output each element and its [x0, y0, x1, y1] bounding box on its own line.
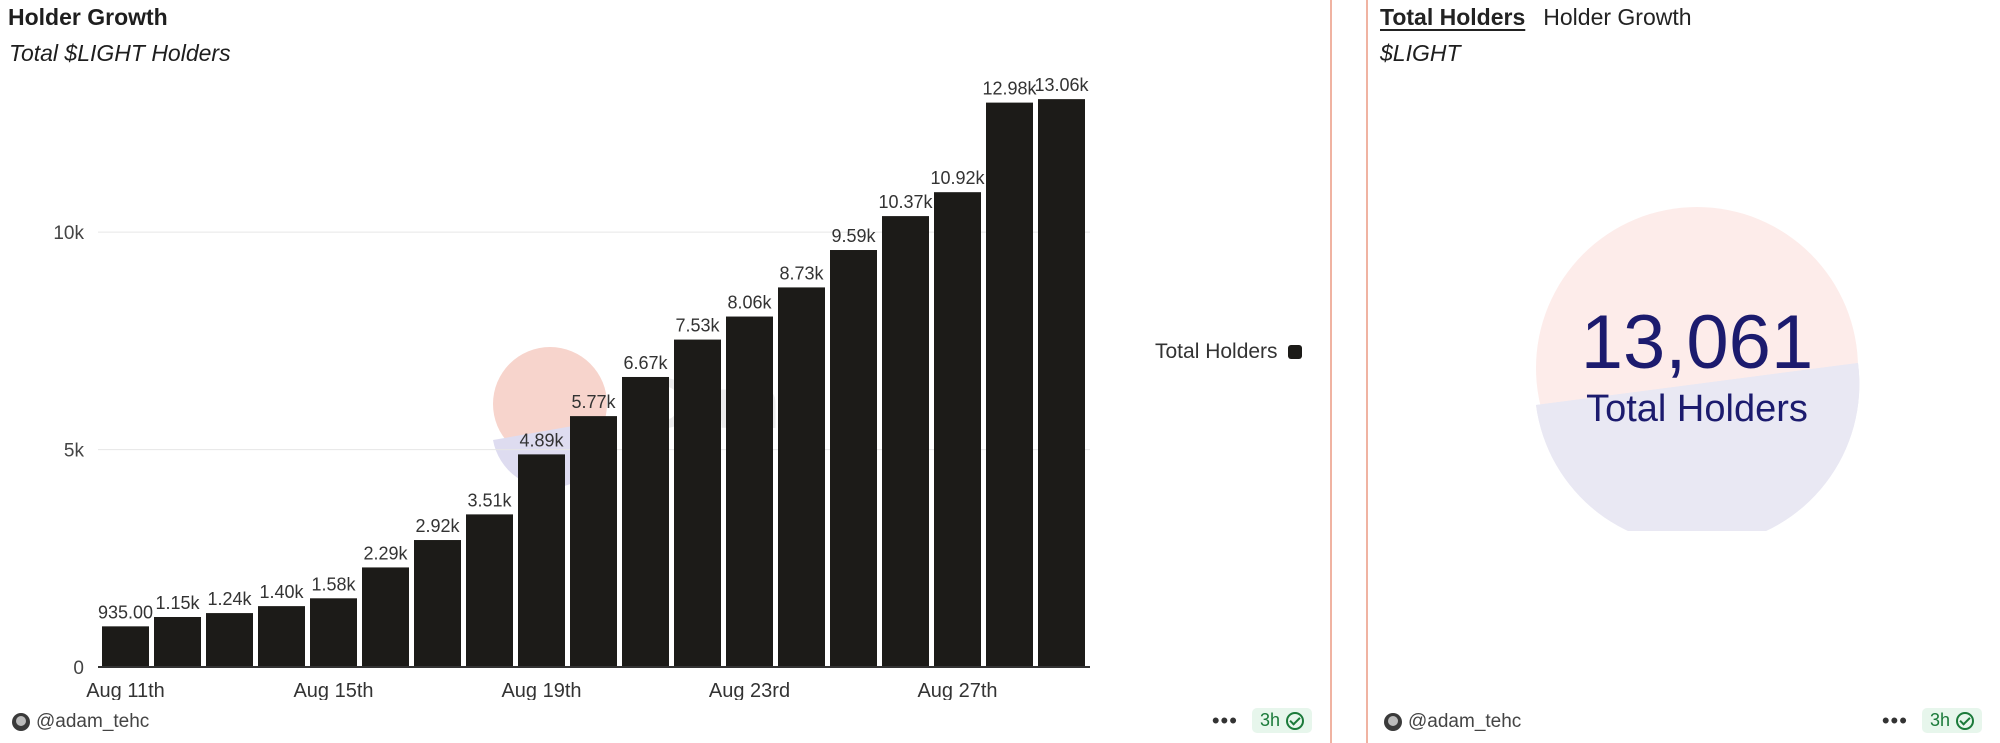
counter-background-circle — [1536, 207, 1860, 531]
x-tick-label: Aug 23rd — [709, 680, 790, 700]
chart-subtitle: Total $LIGHT Holders — [9, 40, 231, 66]
bar — [934, 192, 981, 667]
bar-value-label: 1.58k — [311, 574, 356, 594]
bar — [102, 626, 149, 667]
bar-chart: Dune05k10k935.001.15k1.24k1.40k1.58k2.29… — [53, 75, 1090, 700]
bar — [518, 454, 565, 667]
bar — [622, 376, 669, 667]
tab-total-holders[interactable]: Total Holders — [1380, 4, 1526, 30]
bar-value-label: 10.92k — [930, 168, 985, 188]
bar — [778, 287, 825, 667]
bar — [986, 102, 1033, 668]
bar — [466, 514, 513, 667]
legend-label: Total Holders — [1155, 340, 1278, 363]
bar-value-label: 3.51k — [467, 490, 512, 510]
author-name: @adam_tehc — [1408, 711, 1522, 732]
counter-value: 13,061 — [1580, 300, 1814, 385]
bar — [726, 316, 773, 667]
counter-widget: 13,061 Total Holders — [1534, 205, 1860, 531]
more-dots-icon[interactable]: ••• — [1211, 707, 1238, 733]
author-link[interactable]: @adam_tehc — [1384, 711, 1521, 733]
bar-value-label: 2.29k — [363, 543, 408, 563]
refresh-badge[interactable]: 3h — [1251, 708, 1312, 733]
panel-footer-actions: ••• 3h — [1882, 708, 1982, 733]
x-tick-label: Aug 19th — [501, 680, 581, 700]
y-tick-label: 0 — [73, 658, 84, 679]
bar-value-label: 12.98k — [982, 79, 1037, 99]
counter-label: Total Holders — [1586, 388, 1808, 430]
avatar-icon — [1384, 713, 1402, 731]
bar-value-label: 1.15k — [155, 593, 200, 613]
more-dots-icon[interactable]: ••• — [1881, 707, 1908, 733]
chart-legend[interactable]: Total Holders — [1155, 340, 1302, 364]
bar — [258, 606, 305, 667]
bar — [570, 416, 617, 667]
x-tick-label: Aug 27th — [917, 680, 997, 700]
bar-value-label: 1.24k — [207, 589, 252, 609]
legend-swatch-icon — [1287, 345, 1302, 359]
bar-value-label: 13.06k — [1034, 75, 1089, 95]
y-tick-label: 10k — [53, 223, 84, 244]
chart-title: Holder Growth — [8, 4, 168, 30]
bar — [206, 613, 253, 667]
check-circle-icon — [1956, 711, 1974, 730]
bar-value-label: 5.77k — [571, 392, 616, 412]
refresh-age: 3h — [1929, 710, 1950, 730]
bar — [674, 339, 721, 667]
bar-value-label: 1.40k — [259, 582, 304, 602]
bar-value-label: 4.89k — [519, 430, 564, 450]
avatar-icon — [12, 713, 30, 731]
x-tick-label: Aug 15th — [293, 680, 373, 700]
author-name: @adam_tehc — [36, 711, 150, 732]
bar — [310, 598, 357, 667]
bar-value-label: 935.00 — [98, 602, 153, 622]
x-tick-label: Aug 11th — [86, 680, 165, 700]
bar — [1038, 99, 1085, 668]
author-link[interactable]: @adam_tehc — [12, 711, 149, 733]
bar — [830, 250, 877, 668]
tab-bar: Total Holders Holder Growth — [1380, 4, 1692, 31]
y-tick-label: 5k — [64, 441, 85, 462]
bar — [882, 216, 929, 667]
bar-value-label: 9.59k — [831, 226, 876, 246]
bar-value-label: 6.67k — [623, 353, 668, 373]
panel-footer-actions: ••• 3h — [1212, 708, 1312, 733]
holder-growth-panel: Holder Growth Total $LIGHT Holders Dune0… — [0, 0, 1330, 743]
counter-subtitle: $LIGHT — [1380, 40, 1461, 66]
panel-divider — [1330, 0, 1332, 743]
refresh-age: 3h — [1259, 710, 1280, 730]
bar — [154, 616, 201, 667]
bar — [362, 567, 409, 667]
refresh-badge[interactable]: 3h — [1921, 708, 1982, 733]
tab-holder-growth[interactable]: Holder Growth — [1543, 4, 1692, 30]
bar — [414, 540, 461, 667]
bar-value-label: 8.06k — [727, 293, 772, 313]
total-holders-panel: Total Holders Holder Growth $LIGHT 13,06… — [1368, 0, 2000, 743]
bar-value-label: 2.92k — [415, 516, 460, 536]
bar-value-label: 8.73k — [779, 263, 824, 283]
bar-value-label: 10.37k — [878, 192, 933, 212]
panel-divider — [1366, 0, 1368, 743]
check-circle-icon — [1286, 711, 1304, 730]
bar-value-label: 7.53k — [675, 316, 720, 336]
